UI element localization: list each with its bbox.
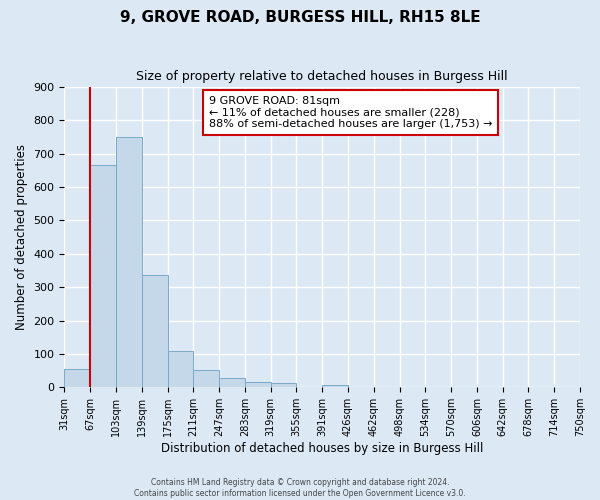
Bar xyxy=(167,350,193,388)
Bar xyxy=(322,385,348,388)
Bar xyxy=(64,369,90,388)
Bar xyxy=(142,274,167,388)
Bar xyxy=(90,166,116,388)
Bar xyxy=(271,383,296,388)
Text: 9, GROVE ROAD, BURGESS HILL, RH15 8LE: 9, GROVE ROAD, BURGESS HILL, RH15 8LE xyxy=(119,10,481,25)
Title: Size of property relative to detached houses in Burgess Hill: Size of property relative to detached ho… xyxy=(136,70,508,83)
Bar xyxy=(245,382,271,388)
X-axis label: Distribution of detached houses by size in Burgess Hill: Distribution of detached houses by size … xyxy=(161,442,484,455)
Y-axis label: Number of detached properties: Number of detached properties xyxy=(15,144,28,330)
Text: 9 GROVE ROAD: 81sqm
← 11% of detached houses are smaller (228)
88% of semi-detac: 9 GROVE ROAD: 81sqm ← 11% of detached ho… xyxy=(209,96,492,129)
Bar xyxy=(116,137,142,388)
Bar xyxy=(219,378,245,388)
Text: Contains HM Land Registry data © Crown copyright and database right 2024.
Contai: Contains HM Land Registry data © Crown c… xyxy=(134,478,466,498)
Bar xyxy=(193,370,219,388)
